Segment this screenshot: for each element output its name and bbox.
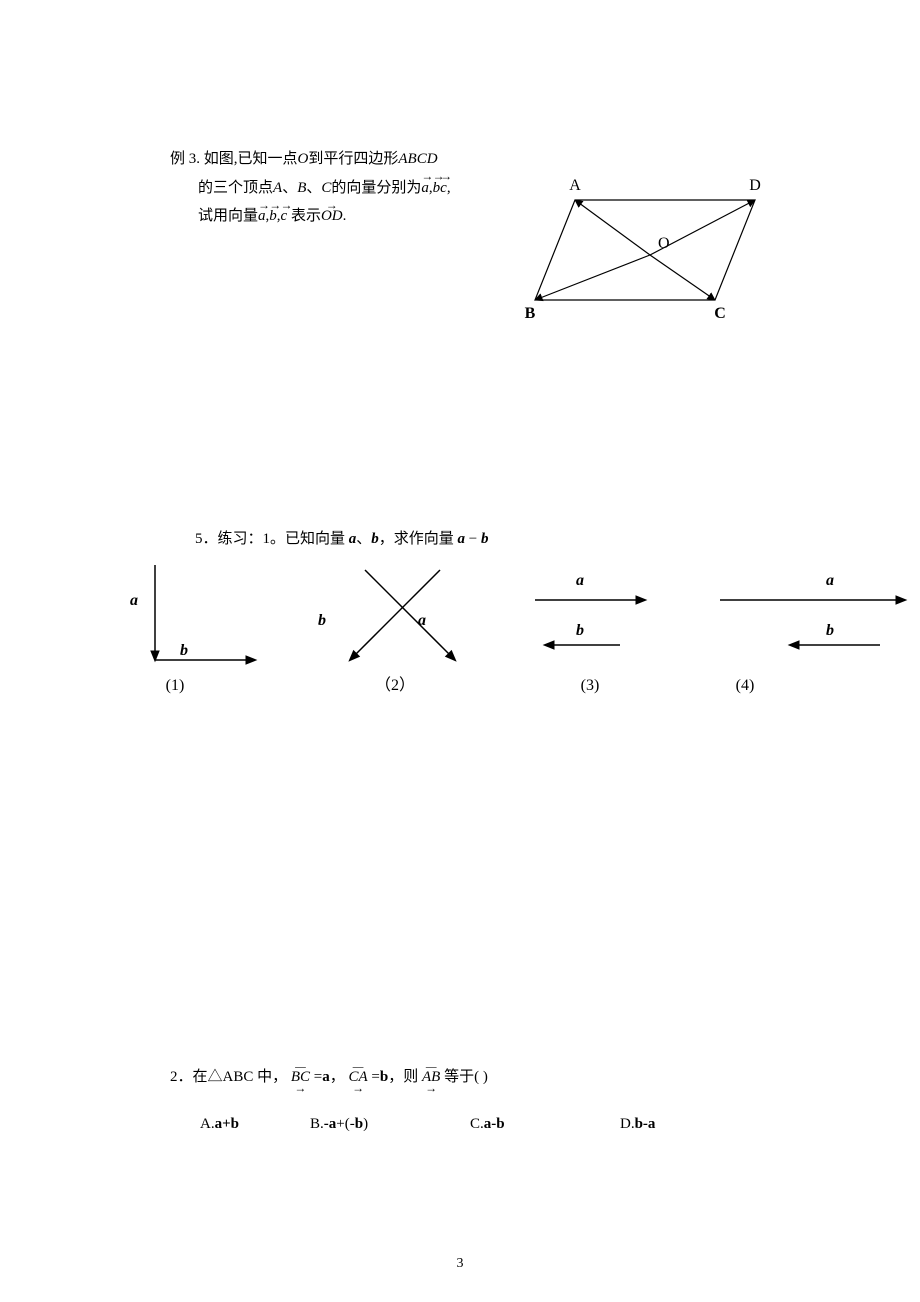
pr5-b2: b <box>481 531 489 547</box>
p2b-optB: B.-a+(-b) <box>310 1110 470 1139</box>
fig4-label: (4) <box>736 677 755 694</box>
p2b-eqa: = <box>310 1069 322 1085</box>
diag-label-B: B <box>525 305 536 322</box>
p3-vec-c: →c <box>440 174 447 203</box>
p3-text1: 到平行四边形 <box>308 151 398 167</box>
problem3-text: 例 3. 如图,已知一点O到平行四边形ABCD 的三个顶点A、B、C的向量分别为… <box>170 145 510 231</box>
practice5-text: 5．练习：1。已知向量 a、b，求作向量 a − b <box>195 527 489 548</box>
p3-ABCD: ABCD <box>398 151 437 167</box>
p3-prefix: 例 3. 如图,已知一点 <box>170 151 298 167</box>
vector-figures: a b (1) b a （2） a b (3) <box>0 555 920 715</box>
fig-2: b a （2） <box>318 570 455 694</box>
fig4-b: b <box>826 622 834 639</box>
p2b-a: a <box>322 1069 330 1085</box>
p3-vec-b2: →b <box>269 202 277 231</box>
p2b-b: b <box>380 1069 388 1085</box>
p3-B: B <box>297 180 306 196</box>
p2b-comma1: ， <box>330 1069 349 1085</box>
p3-sep2: 、 <box>306 180 321 196</box>
fig-4: a b (4) <box>720 572 905 694</box>
parallelogram-diagram: A D B C O <box>520 160 790 345</box>
p2b-line1: 2．在△ABC 中， —→BC =a， —→CA =b，则 —→AB 等于( ) <box>170 1063 790 1092</box>
p3-text3: 表示 <box>287 208 321 224</box>
p3-vec-OD: →OD <box>321 202 343 231</box>
p2b-CA: —→CA <box>349 1063 368 1092</box>
diag-label-A: A <box>569 177 581 194</box>
p3-text2: 的向量分别为 <box>331 180 421 196</box>
p2b-options: A.a+b B.-a+(-b) C.a-b D.b-a <box>170 1110 790 1139</box>
page-number: 3 <box>0 1256 920 1272</box>
pr5-b: b <box>371 531 379 547</box>
fig3-b: b <box>576 622 584 639</box>
pr5-prefix: 5．练习：1。已知向量 <box>195 531 349 547</box>
p3-vec-b: →b <box>433 174 441 203</box>
problem3-line3: 试用向量→a,→b,→c 表示→OD. <box>170 202 510 231</box>
fig3-label: (3) <box>581 677 600 694</box>
problem3-line1: 例 3. 如图,已知一点O到平行四边形ABCD <box>170 145 510 174</box>
p3-vec-a2: →a <box>258 202 266 231</box>
fig2-label: （2） <box>375 676 415 694</box>
fig-3: a b (3) <box>535 572 645 694</box>
p2b-AB: —→AB <box>422 1063 440 1092</box>
p2b-eqb: = <box>368 1069 380 1085</box>
p2b-text1: ，则 <box>388 1069 422 1085</box>
diag-label-O: O <box>658 235 670 252</box>
fig2-b: b <box>318 612 326 629</box>
fig4-a: a <box>826 572 834 589</box>
p2b-optD: D.b-a <box>620 1110 750 1139</box>
diag-label-D: D <box>749 177 761 194</box>
fig1-label: (1) <box>166 677 185 694</box>
fig1-b: b <box>180 642 188 659</box>
fig1-a: a <box>130 592 138 609</box>
p2b-BC: —→BC <box>291 1063 310 1092</box>
p3-period: . <box>343 208 347 224</box>
diag-label-C: C <box>714 305 726 322</box>
pr5-a2: a <box>458 531 466 547</box>
pr5-text1: ，求作向量 <box>379 531 458 547</box>
problem2b: 2．在△ABC 中， —→BC =a， —→CA =b，则 —→AB 等于( )… <box>170 1063 790 1138</box>
p2b-optA: A.a+b <box>170 1110 310 1139</box>
p3-vec-a: →a <box>421 174 429 203</box>
pr5-sep: 、 <box>356 531 371 547</box>
fig2-a: a <box>418 612 426 629</box>
p2b-text2: 等于( ) <box>440 1069 488 1085</box>
fig-1: a b (1) <box>130 565 255 694</box>
p3-l3a: 试用向量 <box>198 208 258 224</box>
pr5-minus: − <box>465 531 481 547</box>
p2b-prefix: 2．在△ABC 中， <box>170 1069 291 1085</box>
p3-O: O <box>298 151 309 167</box>
fig3-a: a <box>576 572 584 589</box>
p3-vec-c2: →c <box>281 202 288 231</box>
p2b-optC: C.a-b <box>470 1110 620 1139</box>
